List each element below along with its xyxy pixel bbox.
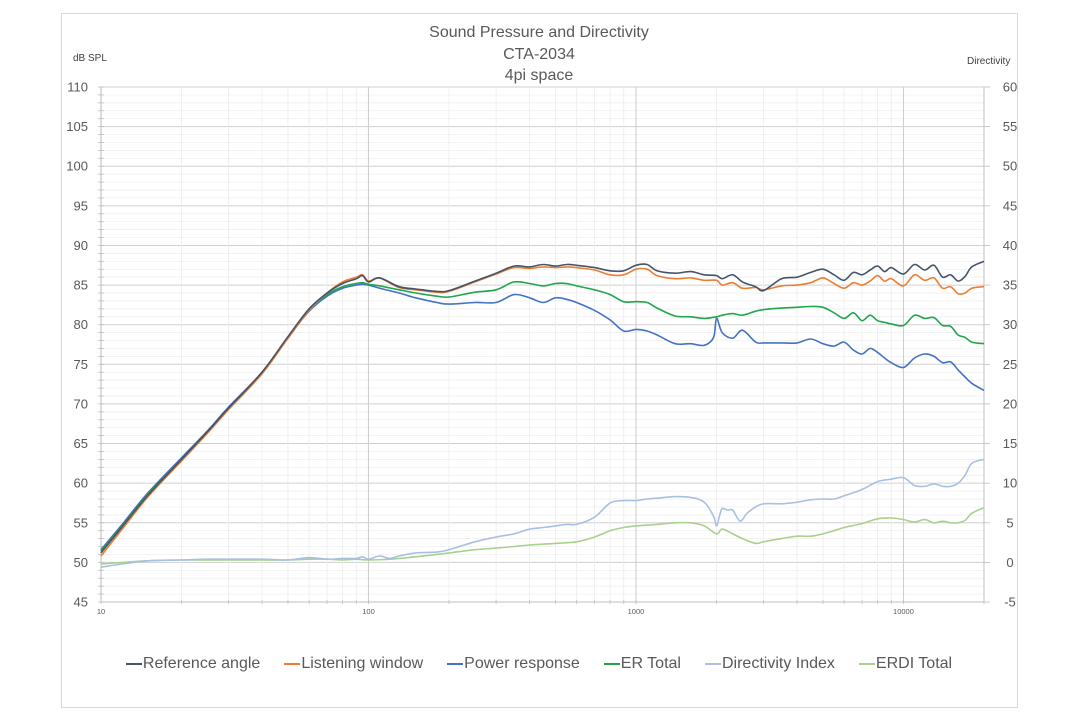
- legend-swatch: [603, 663, 620, 665]
- series-line-er-total: [100, 280, 985, 552]
- y2-tick-label: 35: [1003, 278, 1017, 293]
- y2-tick-label: 45: [1003, 198, 1017, 213]
- series-line-erdi-total: [100, 506, 985, 565]
- y2-tick-label: 0: [1006, 555, 1013, 570]
- legend-label: ERDI Total: [875, 655, 953, 672]
- y2-tick-label: 60: [1003, 80, 1017, 95]
- y-tick-label: 55: [74, 515, 88, 530]
- legend-swatch: [858, 663, 875, 665]
- y2-tick-label: 20: [1003, 396, 1017, 411]
- legend-swatch: [447, 663, 464, 665]
- y-tick-label: 75: [74, 357, 88, 372]
- x-tick-label: 10000: [893, 607, 914, 616]
- legend-label: Listening window: [301, 655, 424, 672]
- y-tick-label: 45: [74, 595, 88, 610]
- y2-tick-label: 5: [1006, 515, 1013, 530]
- legend-item-listening-window: Listening window: [284, 655, 423, 673]
- y-tick-label: 50: [74, 555, 88, 570]
- y-tick-label: 85: [74, 278, 88, 293]
- series-line-listening-window: [100, 266, 985, 557]
- chart-subtitle-2: 4pi space: [504, 67, 574, 84]
- legend-swatch: [125, 663, 142, 665]
- legend-item-erdi-total: ERDI Total: [858, 655, 953, 673]
- series-line-power-response: [100, 283, 985, 551]
- y2-tick-label: 40: [1003, 238, 1017, 253]
- y2-axis-title: Directivity: [967, 56, 1011, 67]
- legend-swatch: [704, 663, 721, 665]
- y-tick-label: 110: [67, 80, 88, 95]
- y-tick-label: 100: [66, 159, 88, 174]
- y2-tick-label: 10: [1003, 476, 1017, 491]
- y2-tick-label: 30: [1003, 317, 1017, 332]
- x-tick-label: 1000: [628, 607, 645, 616]
- y2-tick-label: 50: [1003, 159, 1017, 174]
- y-tick-label: 60: [74, 476, 88, 491]
- y-tick-label: 105: [66, 119, 88, 134]
- chart-title-block: Sound Pressure and Directivity CTA-2034 …: [0, 22, 1078, 87]
- x-tick-label: 100: [362, 607, 375, 616]
- x-tick-label: 10: [97, 607, 105, 616]
- y2-tick-label: 15: [1003, 436, 1017, 451]
- legend-item-er-total: ER Total: [603, 655, 681, 673]
- y-tick-label: 90: [74, 238, 88, 253]
- series-line-reference-angle: [100, 260, 985, 554]
- y-tick-label: 95: [74, 198, 88, 213]
- legend-label: Power response: [464, 655, 580, 672]
- y-tick-label: 65: [74, 436, 88, 451]
- legend: Reference angle Listening window Power res…: [0, 655, 1078, 673]
- legend-item-power-response: Power response: [447, 655, 580, 673]
- y2-tick-label: 25: [1003, 357, 1017, 372]
- y-tick-label: 70: [74, 396, 88, 411]
- y-axis-title: dB SPL: [73, 53, 107, 64]
- y2-tick-label: 55: [1003, 119, 1017, 134]
- legend-item-reference-angle: Reference angle: [125, 655, 261, 673]
- legend-label: ER Total: [620, 655, 681, 672]
- chart-title: Sound Pressure and Directivity: [429, 24, 649, 41]
- y2-tick-label: -5: [1004, 595, 1016, 610]
- legend-label: Directivity Index: [721, 655, 835, 672]
- series-line-directivity-index: [100, 458, 985, 568]
- y-tick-label: 80: [74, 317, 88, 332]
- chart-subtitle-1: CTA-2034: [503, 45, 575, 63]
- legend-label: Reference angle: [142, 655, 261, 672]
- legend-swatch: [284, 663, 301, 665]
- legend-item-directivity-index: Directivity Index: [704, 655, 835, 673]
- chart-frame: [61, 13, 1018, 708]
